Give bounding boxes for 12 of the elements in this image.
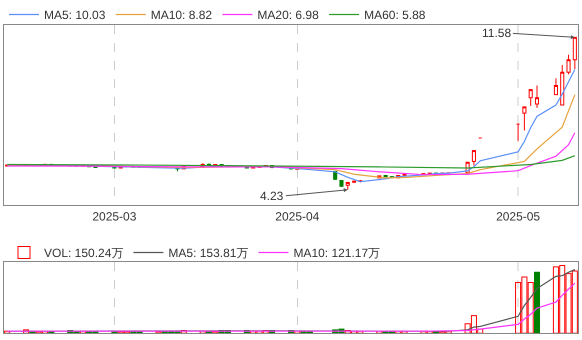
legend-label: VOL: 150.24万 bbox=[44, 246, 124, 260]
x-tick-label: 2025-03 bbox=[92, 209, 137, 224]
x-tick-label: 2025-05 bbox=[496, 209, 540, 224]
legend-label: MA10: 8.82 bbox=[150, 8, 212, 22]
legend-label: MA10: 121.17万 bbox=[293, 246, 380, 260]
legend-label: MA5: 10.03 bbox=[44, 8, 106, 22]
legend-label: MA60: 5.88 bbox=[364, 8, 426, 22]
annotation: 4.23 bbox=[260, 189, 284, 203]
legend-label: MA5: 153.81万 bbox=[168, 246, 248, 260]
legend-label: MA20: 6.98 bbox=[257, 8, 320, 22]
annotation: 11.58 bbox=[482, 26, 512, 40]
x-tick-label: 2025-04 bbox=[275, 209, 320, 224]
